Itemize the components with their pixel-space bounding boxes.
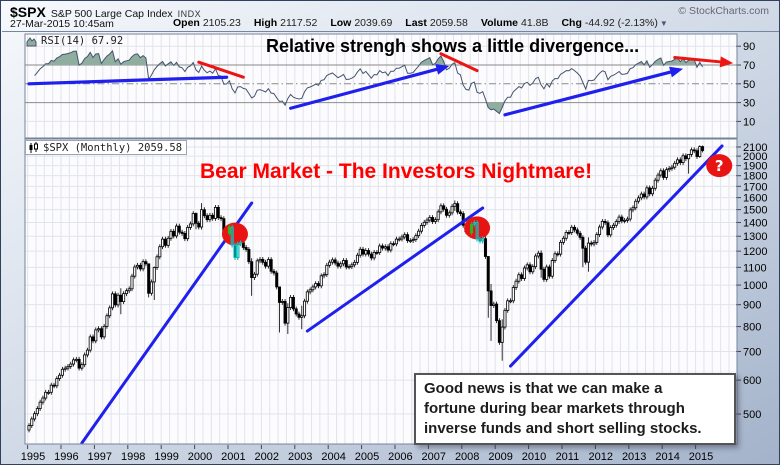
quote-row: Open 2105.23 High 2117.52 Low 2039.69 Last 2… <box>173 17 668 29</box>
copyright: © StockCharts.com <box>678 5 769 17</box>
rsi-axis-tick: 30 <box>743 98 755 110</box>
year-axis-label: 1999 <box>154 451 178 463</box>
year-axis-label: 2004 <box>321 451 345 463</box>
area-chart-icon <box>26 36 37 46</box>
rsi-plot <box>34 49 704 115</box>
bear-market-annotation: Bear Market - The Investors Nightmare! <box>200 160 593 183</box>
year-axis-label: 2011 <box>556 451 580 463</box>
quote-datetime: 27-Mar-2015 10:45am <box>10 18 114 30</box>
rsi-axis-tick: 50 <box>743 79 755 91</box>
year-axis-label: 2007 <box>422 451 446 463</box>
rsi-legend: RSI(14) 67.92 <box>26 35 123 47</box>
price-axis-tick: 2100 <box>743 142 767 154</box>
price-axis-tick: 1400 <box>743 217 767 229</box>
year-axis-label: 2015 <box>689 451 713 463</box>
price-axis-tick: 1800 <box>743 171 767 183</box>
year-axis-label: 2005 <box>355 451 379 463</box>
good-news-annotation-box: Good news is that we can make a fortune … <box>414 373 736 445</box>
panel-borders <box>24 33 738 445</box>
price-axis-tick: 1100 <box>743 262 767 274</box>
price-axis-tick: 500 <box>743 409 761 421</box>
price-axis-tick: 800 <box>743 322 761 334</box>
chart-title: $SPX S&P 500 Large Cap Index INDX <box>10 4 202 20</box>
quote-open: Open 2105.23 <box>173 17 241 29</box>
quote-high: High 2117.52 <box>253 17 318 29</box>
symbol-name: S&P 500 Large Cap Index <box>50 8 173 20</box>
quote-last: Last 2059.58 <box>405 17 468 29</box>
year-axis-label: 2012 <box>589 451 613 463</box>
price-axis-tick: 2000 <box>743 151 767 163</box>
rsi-axis-tick: 90 <box>743 41 755 53</box>
year-axis-label: 1998 <box>121 451 145 463</box>
quote-change: Chg -44.92 (-2.13%) ▼ <box>561 17 668 29</box>
event-circle <box>706 154 733 178</box>
rsi-annotation-lines <box>27 52 734 117</box>
price-axis-tick: 1600 <box>743 193 767 205</box>
rsi-legend-label: RSI(14) 67.92 <box>41 35 124 47</box>
annotation-line: inverse funds and short selling stocks. <box>424 420 702 437</box>
year-axis-label: 2006 <box>388 451 412 463</box>
annotation-line: Good news is that we can make a <box>424 380 663 397</box>
event-circle <box>221 222 248 246</box>
price-axis-tick: 1200 <box>743 246 767 258</box>
quote-low: Low 2039.69 <box>330 17 393 29</box>
rsi-axis-tick: 10 <box>743 116 755 128</box>
price-axis-tick: 700 <box>743 346 761 358</box>
price-trendlines <box>80 144 724 445</box>
year-axis-label: 2000 <box>188 451 212 463</box>
year-axis-label: 2003 <box>288 451 312 463</box>
price-axis-tick: 1300 <box>743 231 767 243</box>
year-axis-label: 1997 <box>88 451 112 463</box>
price-axis-tick: 1000 <box>743 280 767 292</box>
price-axis-tick: 1900 <box>743 161 767 173</box>
price-axis-tick: 1700 <box>743 181 767 193</box>
year-axis-label: 2013 <box>622 451 646 463</box>
symbol-exchange: INDX <box>177 9 202 19</box>
symbol: $SPX <box>10 4 46 20</box>
year-axis-label: 1996 <box>54 451 78 463</box>
price-axis-tick: 1500 <box>743 205 767 217</box>
price-axis-tick: 600 <box>743 375 761 387</box>
rsi-axis-tick: 70 <box>743 60 755 72</box>
year-axis-label: 2010 <box>522 451 546 463</box>
year-axis-label: 2001 <box>221 451 245 463</box>
candlestick-icon <box>29 141 38 153</box>
triangle-down-icon[interactable]: ▼ <box>659 19 668 28</box>
quote-volume: Volume 41.8B <box>480 17 549 29</box>
highlighted-candles <box>227 220 485 260</box>
annotation-line: fortune during bear markets through <box>424 400 685 417</box>
price-axis-tick: 900 <box>743 300 761 312</box>
header-divider <box>2 31 779 32</box>
price-legend: $SPX (Monthly) 2059.58 <box>25 140 188 155</box>
year-axis-label: 2014 <box>655 451 679 463</box>
year-axis-label: 2009 <box>488 451 512 463</box>
question-mark-label: ? <box>715 157 724 175</box>
year-axis-label: 2002 <box>255 451 279 463</box>
axes: 2100200019001800170016001500140013001200… <box>21 41 768 463</box>
price-legend-label: $SPX (Monthly) 2059.58 <box>43 141 183 154</box>
rsi-divergence-annotation: Relative strengh shows a little divergen… <box>266 36 640 56</box>
year-axis-label: 2008 <box>455 451 479 463</box>
year-axis-label: 1995 <box>21 451 45 463</box>
